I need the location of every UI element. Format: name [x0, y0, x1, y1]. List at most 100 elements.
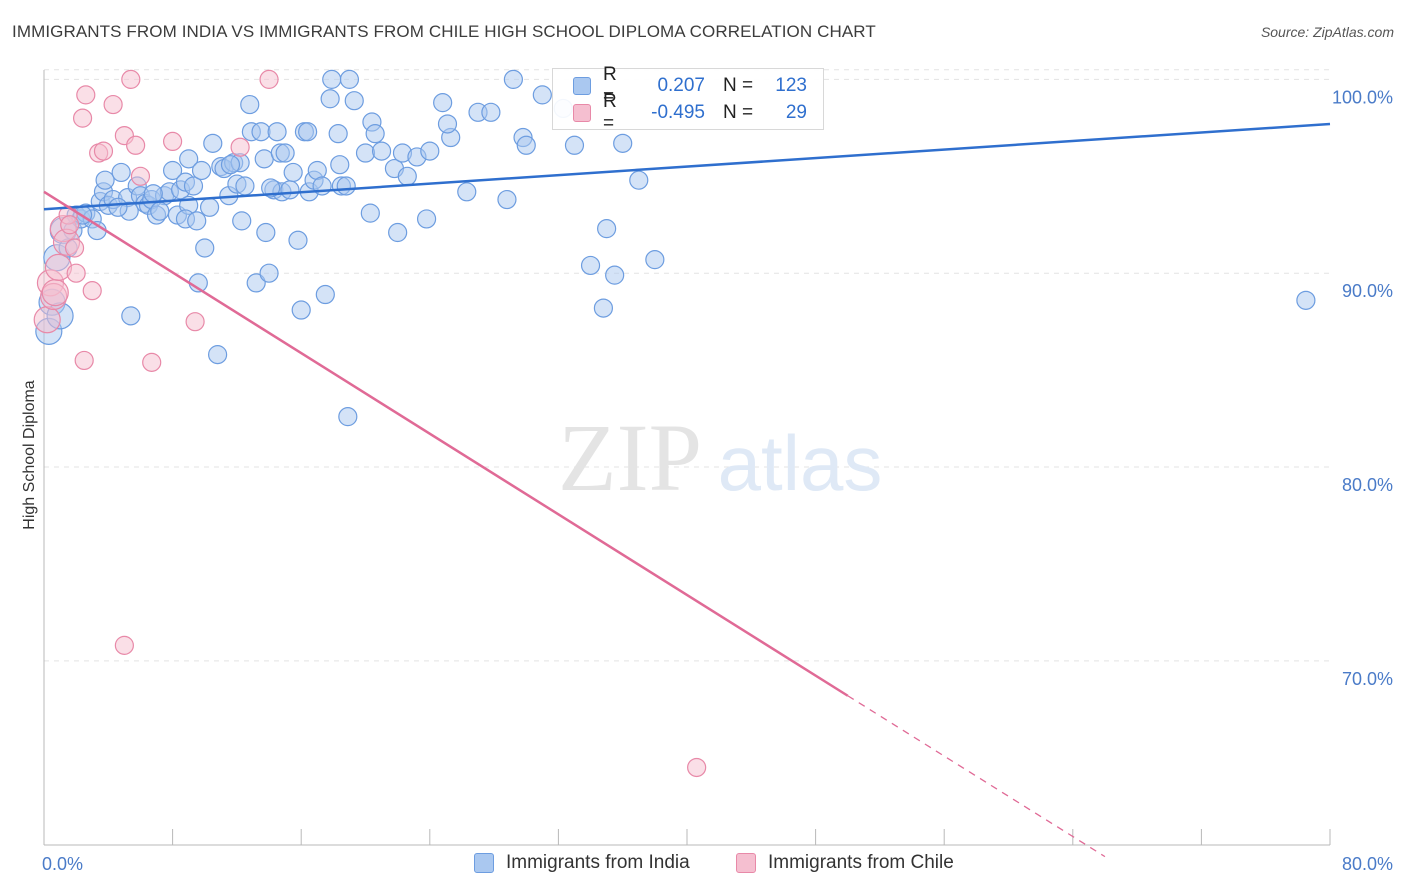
chile-trend-line: [43, 190, 849, 697]
trend-lines: [43, 122, 1331, 858]
india-point: [291, 300, 311, 320]
chile-point: [33, 306, 61, 334]
india-point: [187, 211, 207, 231]
india-point: [355, 143, 376, 163]
y-tick-label: 70.0%: [1342, 669, 1393, 689]
india-point: [275, 143, 295, 163]
chile-point: [41, 278, 69, 307]
india-point: [420, 141, 440, 161]
india-point: [371, 141, 392, 161]
legend-chile-label: Immigrants from Chile: [768, 852, 954, 873]
india-point: [259, 263, 279, 283]
chile-point: [126, 135, 146, 155]
india-point: [457, 182, 477, 202]
chile-trend-extension: [847, 695, 1106, 858]
india-point: [645, 250, 665, 270]
india-point: [240, 94, 260, 115]
india-point: [344, 91, 364, 111]
x-tick-label: 0.0%: [42, 854, 83, 874]
chile-point: [114, 635, 134, 655]
india-point: [108, 197, 128, 217]
india-point: [397, 166, 417, 186]
legend-chile-swatch: [736, 853, 756, 873]
india-point: [261, 178, 281, 198]
chile-point: [142, 352, 162, 372]
india-point: [629, 170, 649, 190]
india-n-value: 123: [775, 75, 807, 96]
india-point: [339, 69, 360, 89]
chile-point: [121, 69, 141, 89]
india-point: [195, 238, 215, 258]
india-point: [208, 345, 228, 365]
chile-point: [82, 281, 102, 301]
india-point: [322, 69, 342, 89]
chile-r-label: R =: [603, 91, 617, 134]
india-point: [597, 219, 617, 239]
chile-point: [74, 350, 94, 371]
india-point: [246, 273, 266, 293]
india-point: [532, 85, 552, 105]
legend-item-india: Immigrants from India: [474, 852, 690, 874]
y-tick-label: 90.0%: [1342, 281, 1393, 301]
india-point: [320, 89, 340, 109]
chile-point: [93, 141, 114, 161]
chile-point: [64, 238, 85, 258]
watermark-atlas: atlas: [718, 419, 883, 507]
india-point: [330, 155, 350, 175]
india-point: [315, 284, 335, 305]
legend-row-india: R = 0.207 N = 123: [573, 64, 807, 107]
india-r-label: R =: [603, 64, 617, 107]
india-point: [235, 176, 255, 196]
india-point: [199, 197, 220, 217]
legend-item-chile: Immigrants from Chile: [736, 852, 954, 874]
legend-row-chile: R = -0.495 N = 29: [573, 91, 807, 134]
india-point: [1296, 290, 1316, 310]
india-point: [497, 189, 517, 210]
india-point: [220, 155, 241, 175]
india-point: [503, 69, 523, 89]
india-point: [232, 211, 252, 231]
india-point: [613, 133, 633, 153]
chile-point: [103, 94, 123, 115]
chile-n-label: N =: [723, 102, 754, 123]
chile-point: [76, 85, 96, 105]
page-title: IMMIGRANTS FROM INDIA VS IMMIGRANTS FROM…: [12, 22, 876, 41]
india-point: [416, 209, 437, 229]
legend-india-swatch: [474, 853, 494, 873]
india-point: [360, 203, 380, 223]
india-point: [580, 255, 601, 276]
india-point: [183, 176, 204, 196]
india-point: [605, 265, 625, 285]
india-point: [481, 102, 501, 122]
india-point: [338, 407, 358, 427]
india-point: [280, 180, 300, 200]
india-point: [191, 160, 212, 181]
india-point: [121, 306, 141, 326]
chile-point: [130, 166, 151, 186]
correlation-legend: R = 0.207 N = 123 R = -0.495 N = 29: [552, 64, 824, 134]
y-tick-label: 80.0%: [1342, 475, 1393, 495]
india-point: [298, 122, 318, 142]
chile-n-value: 29: [785, 102, 807, 123]
india-point: [143, 184, 163, 204]
india-point: [163, 160, 183, 181]
x-tick-label: 80.0%: [1342, 854, 1393, 874]
chile-point: [60, 215, 80, 235]
india-point: [95, 170, 115, 190]
chile-r-value: -0.495: [651, 102, 705, 123]
india-point: [564, 135, 585, 155]
india-point: [267, 122, 287, 142]
india-point: [328, 124, 348, 144]
india-point: [433, 93, 453, 113]
india-point: [516, 135, 536, 155]
chile-point: [230, 137, 250, 157]
chile-point: [185, 312, 205, 332]
india-trend-line: [43, 122, 1331, 211]
india-point: [336, 176, 356, 196]
india-point: [251, 122, 271, 142]
chile-point: [163, 131, 183, 152]
india-n-label: N =: [723, 75, 754, 96]
chile-point: [66, 263, 86, 283]
india-point: [288, 230, 308, 250]
